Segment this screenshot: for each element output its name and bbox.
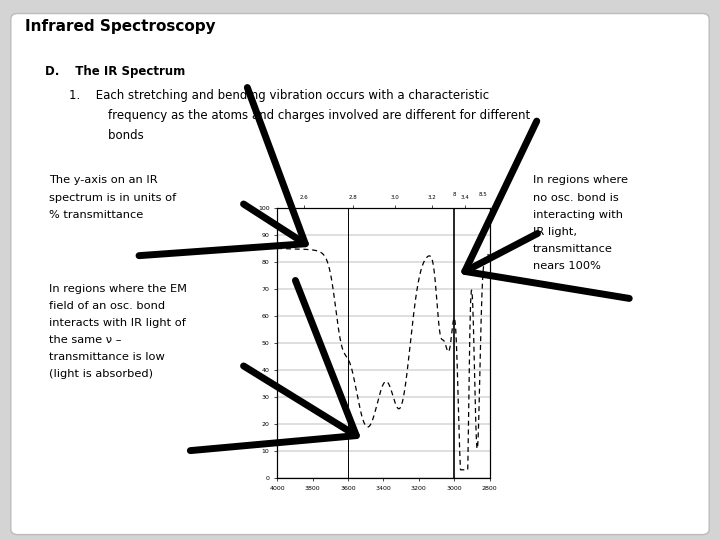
Text: Infrared Spectroscopy: Infrared Spectroscopy bbox=[25, 19, 216, 34]
Text: In regions where: In regions where bbox=[533, 176, 628, 185]
Text: D.  The IR Spectrum: D. The IR Spectrum bbox=[45, 65, 186, 78]
Text: IR light,: IR light, bbox=[533, 227, 577, 237]
Text: transmittance: transmittance bbox=[533, 244, 613, 254]
Text: The y-axis on an IR: The y-axis on an IR bbox=[49, 176, 157, 185]
Text: field of an osc. bond: field of an osc. bond bbox=[49, 301, 165, 310]
Text: 1.  Each stretching and bending vibration occurs with a characteristic: 1. Each stretching and bending vibration… bbox=[69, 90, 489, 103]
Text: nears 100%: nears 100% bbox=[533, 261, 600, 272]
Text: interacts with IR light of: interacts with IR light of bbox=[49, 318, 186, 328]
Text: bonds: bonds bbox=[69, 129, 144, 141]
Text: frequency as the atoms and charges involved are different for different: frequency as the atoms and charges invol… bbox=[69, 109, 530, 122]
Text: the same ν –: the same ν – bbox=[49, 335, 121, 345]
Text: spectrum is in units of: spectrum is in units of bbox=[49, 193, 176, 202]
Text: In regions where the EM: In regions where the EM bbox=[49, 284, 186, 294]
Text: 8: 8 bbox=[452, 192, 456, 197]
Text: transmittance is low: transmittance is low bbox=[49, 352, 164, 362]
Text: (light is absorbed): (light is absorbed) bbox=[49, 369, 153, 380]
Text: no osc. bond is: no osc. bond is bbox=[533, 193, 618, 202]
Text: interacting with: interacting with bbox=[533, 210, 623, 220]
Text: % transmittance: % transmittance bbox=[49, 210, 143, 220]
Text: 8.5: 8.5 bbox=[478, 192, 487, 197]
